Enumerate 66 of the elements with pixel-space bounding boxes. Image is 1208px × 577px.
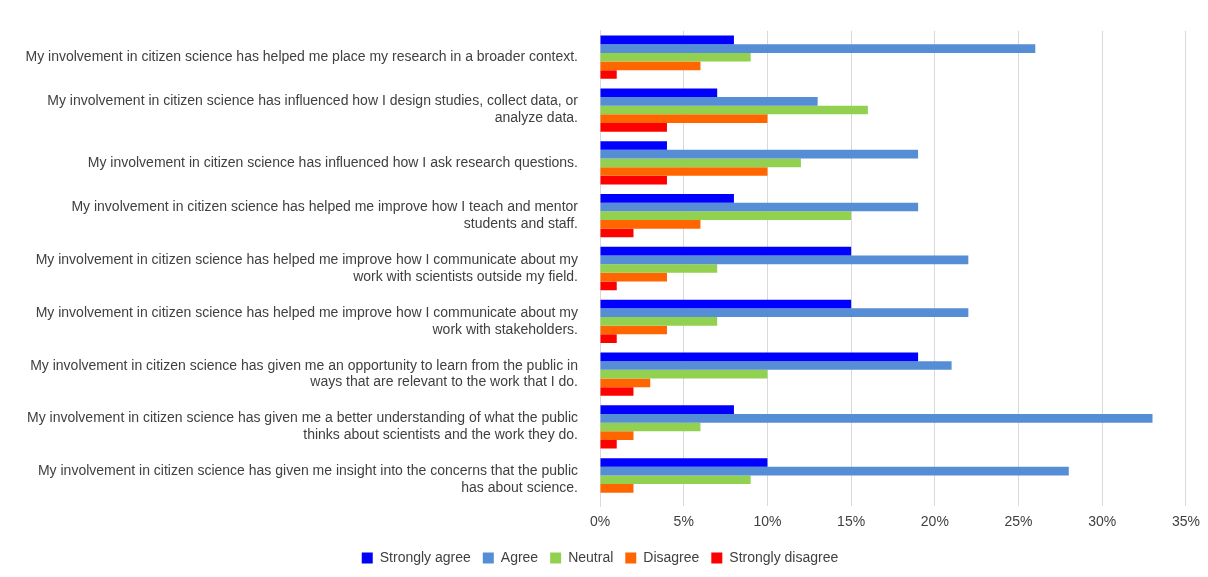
bar xyxy=(600,334,617,343)
y-tick-label: My involvement in citizen science has given me an opportunity to learn from the public in ways that are relevant to the work that I do. xyxy=(30,356,578,390)
bar xyxy=(600,299,852,309)
bar xyxy=(600,158,801,168)
bar xyxy=(600,246,852,256)
bar xyxy=(600,458,768,467)
bar xyxy=(600,123,667,132)
bar xyxy=(600,325,667,335)
x-tick-label: 30% xyxy=(1088,513,1117,530)
y-tick-label: My involvement in citizen science has helped me improve how I teach and mentor students and staff. xyxy=(71,198,579,231)
y-tick-label: My involvement in citizen science has influenced how I ask research questions. xyxy=(87,153,578,170)
bar xyxy=(600,405,734,414)
bar xyxy=(600,484,634,493)
x-tick-label: 15% xyxy=(837,513,866,530)
y-tick-label: My involvement in citizen science has given me a better understanding of what the public thinks about scientists and the work they do. xyxy=(27,409,578,443)
x-tick-label: 20% xyxy=(920,513,949,530)
bar xyxy=(600,264,718,273)
bar xyxy=(600,220,701,229)
bar xyxy=(600,70,617,79)
bar xyxy=(600,97,818,106)
x-tick-label: 10% xyxy=(753,513,782,530)
bar xyxy=(600,211,852,221)
bar xyxy=(600,369,768,379)
bar xyxy=(600,141,667,150)
bar xyxy=(600,114,768,124)
bar xyxy=(600,194,734,203)
y-tick-label: My involvement in citizen science has helped me improve how I communicate about my work with stakeholders. xyxy=(35,303,578,337)
bar xyxy=(600,272,667,282)
y-tick-label: My involvement in citizen science has helped me place my research in a broader context. xyxy=(25,48,578,65)
legend-label: Disagree xyxy=(643,548,700,565)
bar xyxy=(600,466,1069,476)
bar xyxy=(600,431,634,440)
bar xyxy=(600,52,751,62)
y-tick-label: My involvement in citizen science has influenced how I design studies, collect data, or analyze data. xyxy=(47,92,579,126)
bar xyxy=(600,88,718,98)
bar xyxy=(600,439,617,449)
bar xyxy=(600,202,919,212)
bar xyxy=(600,475,751,485)
bar xyxy=(600,352,919,362)
legend-label: Strongly agree xyxy=(379,548,472,565)
x-tick-label: 5% xyxy=(673,513,694,530)
bar xyxy=(600,35,734,45)
bar xyxy=(600,149,919,159)
bar xyxy=(600,105,868,115)
y-tick-label: My involvement in citizen science has given me insight into the concerns that the public has about science. xyxy=(37,462,578,496)
bar xyxy=(600,44,1036,53)
bar xyxy=(600,167,768,176)
legend-label: Strongly disagree xyxy=(729,548,839,565)
bar xyxy=(600,175,667,185)
bar xyxy=(600,281,617,291)
bar xyxy=(600,308,969,317)
bar xyxy=(600,387,634,396)
x-tick-label: 25% xyxy=(1004,513,1033,530)
y-tick-label: My involvement in citizen science has helped me improve how I communicate about my work with scientists outside my field. xyxy=(35,250,578,284)
bar xyxy=(600,422,701,432)
bar xyxy=(600,413,1153,423)
bar xyxy=(600,361,952,370)
bar xyxy=(600,378,651,388)
x-tick-label: 35% xyxy=(1171,513,1201,530)
legend-label: Agree xyxy=(500,548,539,565)
bar xyxy=(600,316,718,326)
x-tick-label: 0% xyxy=(589,513,611,530)
legend-label: Neutral xyxy=(568,548,614,565)
bar xyxy=(600,61,701,71)
bar xyxy=(600,255,969,265)
bar xyxy=(600,228,634,238)
